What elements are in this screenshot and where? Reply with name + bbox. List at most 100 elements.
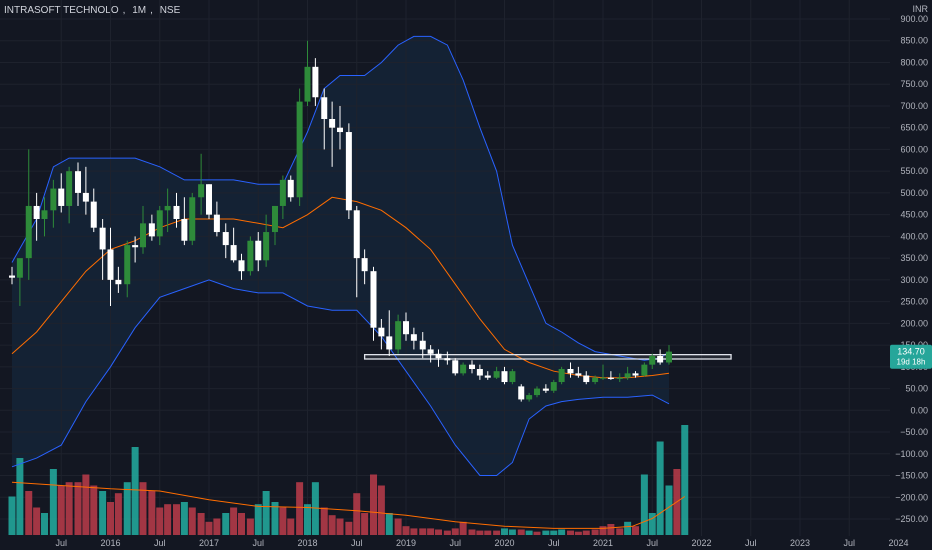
candle: [567, 362, 574, 378]
candle-body: [592, 377, 599, 383]
candle-body: [386, 336, 393, 350]
volume-bar: [16, 458, 24, 535]
candle-body: [321, 97, 328, 119]
grid-lines: [0, 0, 899, 536]
currency-label: INR: [913, 4, 929, 14]
volume-bar: [459, 521, 467, 535]
candle-body: [361, 258, 368, 272]
volume-bar: [377, 485, 385, 535]
candle: [321, 88, 328, 150]
candle: [493, 366, 500, 379]
candle-body: [345, 132, 352, 211]
candle: [435, 349, 442, 367]
candle-body: [296, 101, 303, 198]
candle-body: [583, 375, 590, 383]
volume-bar: [476, 530, 484, 535]
time-tick-label: Jul: [548, 538, 560, 548]
candle-body: [41, 210, 48, 219]
candle-body: [271, 205, 278, 233]
volume-bar: [320, 507, 328, 535]
volume-bar: [648, 513, 656, 535]
volume-bar: [49, 469, 57, 535]
volume-bar: [57, 485, 65, 535]
candle: [427, 345, 434, 363]
volume-bar: [90, 485, 98, 535]
volume-bar: [41, 513, 49, 535]
volume-bar: [230, 507, 238, 535]
candle: [329, 101, 336, 167]
support-zone[interactable]: [363, 354, 732, 360]
volume-bar: [254, 504, 262, 535]
volume-bar: [591, 529, 599, 535]
volume-bar: [607, 524, 615, 535]
price-tick-label: 250.00: [900, 297, 928, 307]
candle: [575, 366, 582, 378]
volume-bar: [304, 504, 311, 535]
candle-body: [58, 188, 65, 206]
volume-bar: [427, 528, 435, 535]
candle: [25, 149, 32, 280]
candle-body: [247, 240, 254, 272]
candle: [624, 366, 631, 380]
candle-body: [9, 275, 15, 278]
volume-bar: [82, 474, 90, 535]
candle: [156, 205, 163, 246]
volume-bar: [385, 513, 393, 535]
candle: [164, 188, 171, 233]
candle: [271, 205, 278, 246]
volume-bar: [508, 529, 516, 535]
volume-bar: [172, 504, 180, 535]
volume-bar: [123, 482, 131, 535]
price-tick-label: 200.00: [900, 318, 928, 328]
time-axis[interactable]: Jul 2016 Jul 2017 Jul 2018 Jul 2019 Jul 2020 Jul 20…: [55, 538, 932, 548]
price-tick-label: −150.00: [895, 471, 928, 481]
candle: [50, 179, 57, 228]
interval-label[interactable]: 1M: [132, 5, 147, 16]
candle-body: [624, 373, 631, 378]
candle-body: [329, 119, 336, 128]
price-tick-label: 650.00: [900, 123, 928, 133]
candle: [58, 173, 65, 213]
price-tick-label: −50.00: [900, 427, 928, 437]
candle: [632, 371, 639, 378]
candle-body: [616, 377, 623, 379]
candle-body: [66, 171, 73, 206]
candle-body: [600, 377, 606, 379]
volume-bar: [624, 521, 632, 535]
candle: [484, 371, 491, 380]
candle-body: [476, 369, 483, 376]
candle: [534, 386, 541, 398]
volume-bar: [336, 518, 344, 535]
volume-bar: [656, 441, 664, 535]
candle-body: [534, 388, 541, 396]
volume-bar: [197, 513, 205, 535]
candle: [403, 312, 409, 341]
volume-ma-line: [11, 481, 686, 529]
candle-body: [337, 127, 344, 133]
price-tick-label: 400.00: [900, 231, 928, 241]
candle-body: [468, 364, 475, 369]
candle: [419, 332, 426, 359]
candle-body: [452, 360, 459, 374]
candle: [607, 371, 614, 380]
volume-bar: [394, 518, 402, 535]
candle: [337, 105, 344, 150]
candle-body: [665, 351, 672, 363]
volume-bar: [188, 507, 196, 535]
price-tick-label: 750.00: [900, 79, 928, 89]
candle: [222, 223, 229, 259]
volume-bar: [468, 529, 476, 535]
candle: [386, 310, 393, 356]
candle-body: [550, 382, 557, 391]
bar-countdown: 19d 18h: [897, 358, 926, 367]
candle: [558, 366, 565, 385]
candle-body: [484, 375, 491, 378]
volume-bar: [542, 530, 550, 535]
candle-body: [542, 388, 549, 391]
candle-body: [164, 205, 171, 211]
price-tick-label: 50.00: [905, 384, 928, 394]
candle: [115, 266, 122, 293]
candle-body: [213, 214, 220, 233]
